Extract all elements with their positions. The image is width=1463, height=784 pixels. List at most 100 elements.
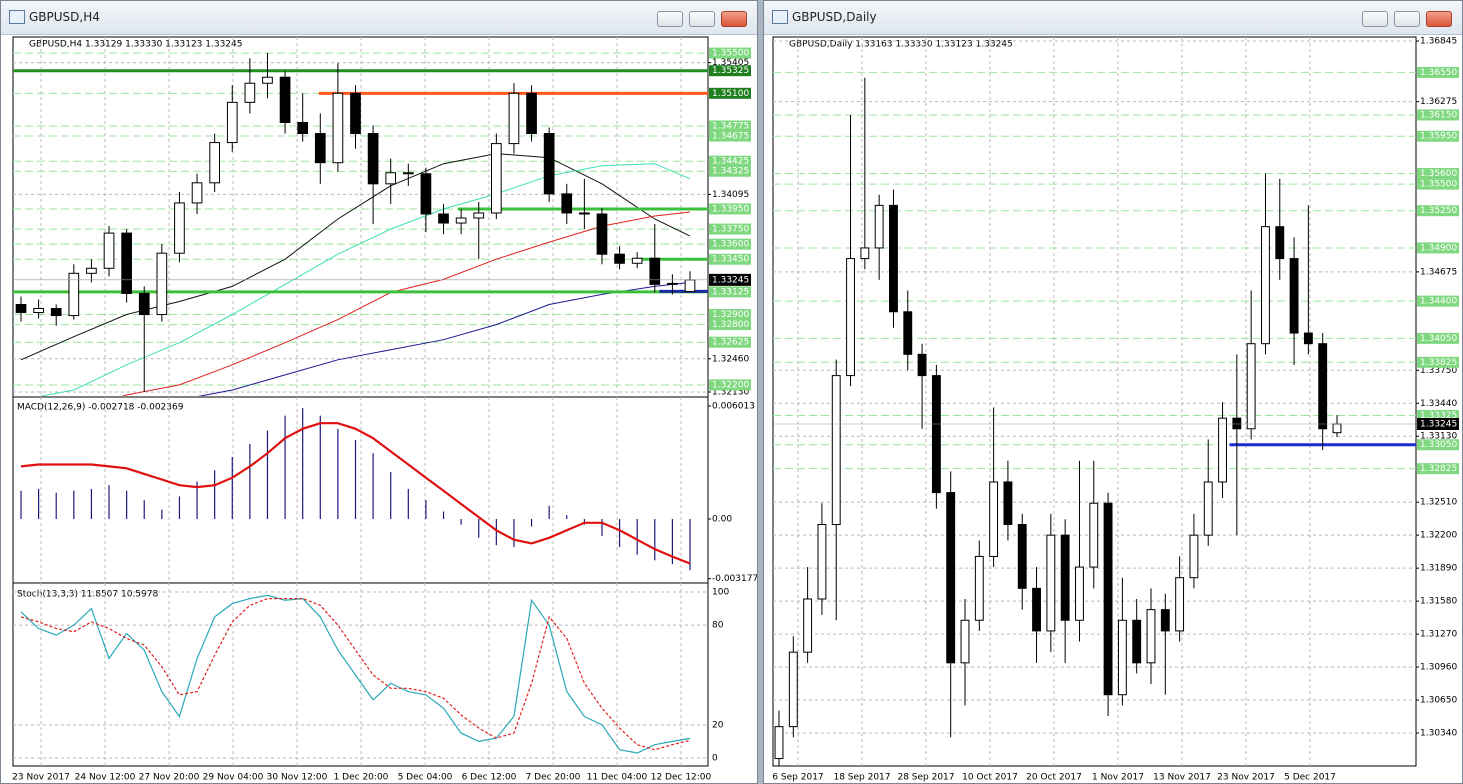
candle-body	[191, 182, 203, 204]
level-label: 1.33750	[712, 225, 749, 235]
candle-body	[614, 253, 625, 264]
candle-body	[931, 375, 941, 494]
title-bar: GBPUSD,Daily	[764, 1, 1462, 35]
level-label-box	[709, 65, 751, 77]
candle-body	[1261, 226, 1270, 345]
date-label: 6 Dec 12:00	[462, 773, 517, 783]
candle-body	[889, 204, 898, 313]
macd-label: MACD(12,26,9) -0.002718 -0.002369	[17, 403, 184, 413]
level-label: 1.35600	[1420, 169, 1457, 179]
candle-body	[596, 213, 608, 255]
minimize-button[interactable]	[657, 11, 683, 27]
level-label: 1.34400	[1420, 297, 1457, 307]
level-label-box	[1417, 167, 1459, 179]
candle-body	[473, 212, 485, 219]
candle-body	[508, 92, 520, 145]
price-label: 1.36275	[1420, 97, 1457, 107]
candle-body	[350, 92, 361, 135]
candle-body	[831, 375, 841, 526]
level-label-box	[709, 47, 751, 59]
date-label: 6 Sep 2017	[772, 773, 823, 783]
date-label: 24 Nov 12:00	[75, 773, 136, 783]
chart-header: GBPUSD,Daily 1.33163 1.33330 1.33123 1.3…	[789, 40, 1013, 50]
candle-body	[491, 143, 502, 214]
candle-body	[262, 76, 273, 84]
macd-axis-label: 0.00	[712, 514, 732, 524]
date-label: 30 Nov 12:00	[267, 773, 328, 783]
candle-body	[1089, 502, 1099, 568]
level-label-box	[709, 319, 751, 331]
candle-body	[332, 92, 344, 164]
candle-body	[455, 217, 467, 224]
candle-body	[1060, 534, 1070, 621]
candle-body	[244, 82, 256, 103]
level-label-box	[709, 379, 751, 391]
price-label: 1.32200	[1420, 531, 1457, 541]
stoch-axis-label: 80	[712, 621, 724, 631]
moving-average	[197, 281, 691, 396]
price-label: 1.35405	[712, 58, 749, 68]
candle-body	[1017, 524, 1027, 589]
close-button[interactable]	[721, 11, 747, 27]
level-label: 1.32825	[1420, 464, 1457, 474]
candle-body	[649, 257, 661, 285]
candle-body	[1103, 502, 1113, 696]
date-label: 10 Oct 2017	[962, 773, 1018, 783]
candle-body	[561, 193, 573, 214]
candle-body	[1046, 534, 1056, 632]
level-label: 1.36550	[1420, 68, 1457, 78]
stoch-signal	[20, 598, 691, 751]
window-icon	[772, 10, 788, 24]
chart-frame	[772, 36, 1417, 767]
price-label: 1.30960	[1420, 663, 1457, 673]
stoch-main	[20, 594, 691, 754]
candle-body	[1032, 587, 1041, 632]
price-label: 1.34095	[712, 190, 749, 200]
candle-body	[1303, 332, 1313, 345]
level-label-box	[1417, 178, 1459, 190]
candle-body	[138, 292, 150, 316]
level-label-box	[1417, 109, 1459, 121]
level-label: 1.33050	[1420, 440, 1457, 450]
candle-body	[1175, 577, 1185, 632]
maximize-button[interactable]	[689, 11, 715, 27]
minimize-button[interactable]	[1362, 11, 1388, 27]
price-label: 1.30340	[1420, 729, 1457, 739]
candle-body	[209, 142, 220, 184]
price-label: 1.33750	[1420, 366, 1457, 376]
candle-body	[860, 247, 870, 260]
level-label: 1.32625	[712, 338, 749, 348]
candle-body	[960, 619, 970, 664]
candle-body	[226, 101, 238, 144]
date-label: 29 Nov 04:00	[203, 773, 264, 783]
moving-average	[39, 163, 691, 396]
close-button[interactable]	[1426, 11, 1452, 27]
level-label: 1.32800	[712, 320, 749, 330]
candle-body	[543, 133, 555, 195]
candle-body	[946, 492, 956, 664]
candle-body	[1203, 481, 1213, 536]
price-label: 1.32130	[712, 387, 749, 397]
price-label: 1.30650	[1420, 696, 1457, 706]
level-label: 1.33125	[712, 287, 749, 297]
level-label: 1.35950	[1420, 132, 1457, 142]
level-label: 1.34900	[1420, 243, 1457, 253]
macd-signal	[20, 422, 691, 565]
date-label: 1 Nov 2017	[1092, 773, 1144, 783]
stoch-axis-label: 100	[712, 587, 729, 597]
maximize-button[interactable]	[1394, 11, 1420, 27]
price-label: 1.32510	[1420, 498, 1457, 508]
price-label: 1.31890	[1420, 564, 1457, 574]
price-label: 1.34675	[1420, 267, 1457, 277]
candle-body	[314, 133, 326, 164]
candle-body	[103, 232, 115, 269]
candle-body	[903, 311, 913, 355]
candle-body	[279, 76, 291, 123]
level-label-box	[1417, 130, 1459, 142]
level-label-box	[709, 336, 751, 348]
candle-body	[1160, 609, 1170, 632]
window-title: GBPUSD,Daily	[792, 10, 877, 24]
price-label: 1.31580	[1420, 597, 1457, 607]
current-price: 1.33245	[1420, 419, 1457, 429]
